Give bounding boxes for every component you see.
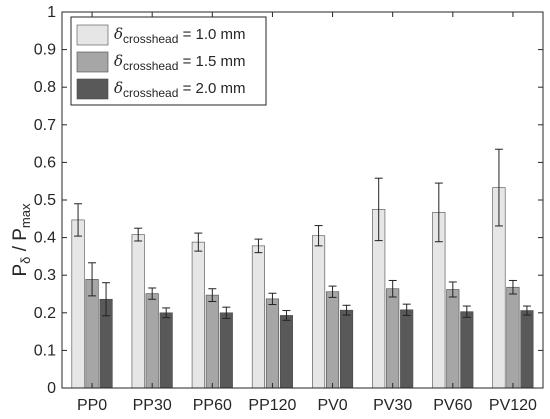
x-tick-label: PP120 — [248, 397, 296, 414]
x-tick-label: PV30 — [373, 397, 412, 414]
error-bar-PV0-series-1 — [314, 225, 323, 247]
error-bar-PP60-series-2 — [208, 288, 217, 303]
bar-PV30-series-3 — [400, 309, 414, 389]
y-label-sub-delta: δ — [18, 257, 33, 264]
legend-label: δcrosshead = 2.0 mm — [114, 79, 246, 100]
y-tick-label: 0.7 — [34, 117, 56, 134]
bar-PP60-series-1 — [191, 241, 205, 389]
bar-PP120-series-3 — [279, 315, 293, 389]
legend-subscript: crosshead — [123, 86, 178, 100]
y-label-sub-max: max — [18, 203, 33, 228]
y-tick-label: 0.3 — [34, 267, 56, 284]
legend-label: δcrosshead = 1.5 mm — [114, 52, 246, 73]
x-tick-label: PP60 — [193, 397, 232, 414]
bar-PP0-series-1 — [71, 219, 85, 389]
y-tick-label: 0.8 — [34, 79, 56, 96]
y-tick-label: 0 — [47, 380, 56, 397]
bar-PP30-series-3 — [159, 312, 173, 389]
bar-PP60-series-2 — [205, 294, 219, 389]
error-bar-PV120-series-2 — [508, 279, 517, 295]
error-bar-PV0-series-3 — [342, 304, 351, 316]
error-bar-PV120-series-1 — [494, 148, 503, 227]
error-bar-PV30-series-2 — [388, 279, 397, 298]
error-bar-PP0-series-3 — [102, 282, 111, 317]
legend-delta: δ — [114, 52, 123, 70]
y-label-sep: / P — [10, 228, 31, 257]
y-tick-label: 0.5 — [34, 192, 56, 209]
bar-PP60-series-3 — [219, 312, 233, 389]
legend-swatch — [76, 78, 109, 100]
error-bar-PP120-series-1 — [254, 238, 263, 254]
bar-PP120-series-2 — [265, 298, 279, 389]
bar-PP30-series-2 — [145, 293, 159, 389]
y-tick-label: 0.4 — [34, 230, 56, 247]
legend-delta: δ — [114, 79, 123, 97]
legend-delta: δ — [114, 25, 123, 43]
legend-label: δcrosshead = 1.0 mm — [114, 25, 246, 46]
error-bar-PV120-series-3 — [522, 305, 531, 316]
error-bar-PV60-series-1 — [434, 182, 443, 243]
error-bar-PP0-series-1 — [74, 203, 83, 237]
legend-entry-1: δcrosshead = 1.0 mm — [76, 24, 246, 46]
error-bars-layer — [74, 148, 531, 321]
x-tick-label: PV0 — [317, 397, 347, 414]
bar-PV0-series-1 — [312, 235, 326, 389]
error-bar-PP30-series-3 — [162, 307, 171, 319]
y-tick-label: 0.6 — [34, 154, 56, 171]
legend-swatch — [76, 24, 109, 46]
bar-PV0-series-2 — [326, 291, 340, 389]
error-bar-PV60-series-3 — [462, 305, 471, 318]
bar-PV120-series-2 — [506, 286, 520, 389]
legend-subscript: crosshead — [123, 32, 178, 46]
y-label-main: P — [10, 264, 31, 277]
legend-entry-3: δcrosshead = 2.0 mm — [76, 78, 246, 100]
y-axis-label: Pδ / Pmax — [10, 203, 33, 277]
bars-layer — [71, 187, 534, 389]
error-bar-PV0-series-2 — [328, 285, 337, 298]
legend-value: = 1.5 mm — [178, 53, 245, 70]
error-bar-PV30-series-3 — [402, 303, 411, 316]
error-bar-PP120-series-3 — [282, 310, 291, 321]
y-tick-label: 0.9 — [34, 42, 56, 59]
error-bar-PP60-series-3 — [222, 306, 231, 319]
bar-PP120-series-1 — [251, 245, 265, 389]
bar-PV0-series-3 — [340, 309, 354, 389]
y-tick-label: 0.1 — [34, 342, 56, 359]
x-tick-label: PP30 — [133, 397, 172, 414]
error-bar-PV60-series-2 — [448, 281, 457, 298]
error-bar-PP60-series-1 — [194, 232, 203, 252]
bar-PV30-series-2 — [386, 288, 400, 389]
legend-value: = 2.0 mm — [178, 80, 245, 97]
error-bar-PP30-series-2 — [148, 287, 157, 300]
x-tick-label: PP0 — [77, 397, 107, 414]
x-tick-label: PV120 — [489, 397, 537, 414]
x-tick-label: PV60 — [433, 397, 472, 414]
legend-swatch — [76, 51, 109, 73]
axes: 0 0.1 0.2 0.3 0.4 0.5 0.6 0.7 0.8 0.9 1 PP0 PP30 PP60… — [34, 4, 544, 414]
y-tick-label: 0.2 — [34, 305, 56, 322]
error-bar-PP30-series-1 — [134, 227, 143, 242]
bar-PV60-series-2 — [446, 289, 460, 389]
legend-subscript: crosshead — [123, 59, 178, 73]
legend-value: = 1.0 mm — [178, 26, 245, 43]
bar-PP30-series-1 — [131, 234, 145, 389]
bar-PV60-series-3 — [460, 311, 474, 389]
y-tick-label: 1 — [47, 4, 56, 21]
bar-PV120-series-3 — [520, 310, 534, 389]
error-bar-PP0-series-2 — [88, 262, 97, 297]
legend-entry-2: δcrosshead = 1.5 mm — [76, 51, 246, 73]
error-bar-PP120-series-2 — [268, 292, 277, 306]
error-bar-PV30-series-1 — [374, 177, 383, 242]
